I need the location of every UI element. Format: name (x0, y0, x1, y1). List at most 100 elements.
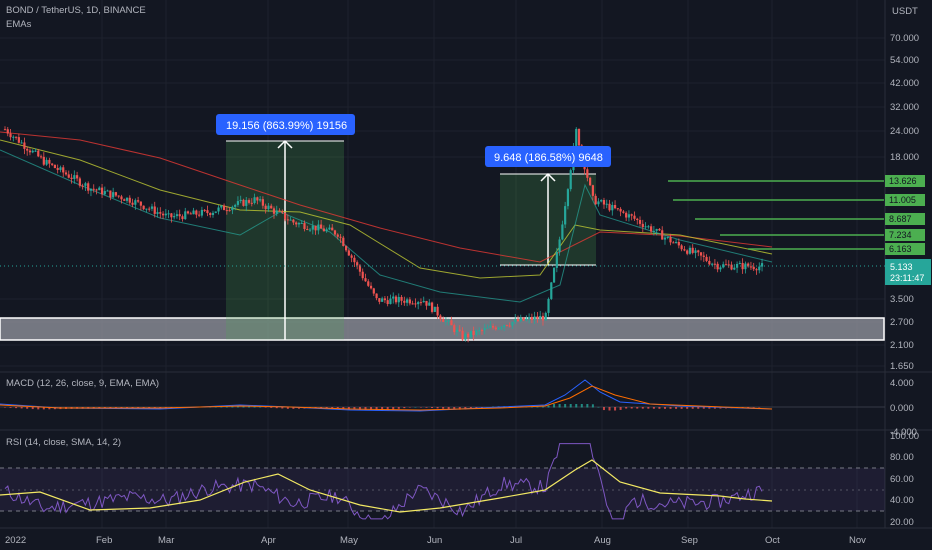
candle-body (70, 177, 73, 180)
candle-body (320, 224, 323, 229)
candle-body (491, 325, 495, 328)
rsi-sma-line (0, 459, 773, 513)
macd-hist-bar (431, 407, 434, 409)
candle-body (20, 142, 23, 144)
candle-body (214, 211, 217, 213)
candle-body (688, 247, 692, 254)
macd-hist-bar (220, 406, 223, 408)
candle-body (575, 128, 578, 146)
candle-body (178, 214, 181, 217)
macd-hist-bar (625, 407, 628, 409)
candle-body (577, 128, 581, 146)
candle-body (189, 213, 192, 215)
candle-body (503, 325, 506, 328)
macd-hist-bar (292, 407, 295, 409)
candle-body (95, 189, 98, 191)
level-tags[interactable]: 13.626 11.005 8.687 7.234 6.163 (885, 175, 925, 255)
candle-body (722, 264, 725, 268)
candle-body (713, 263, 716, 265)
price-tick: 24.000 (890, 126, 919, 137)
macd-hist-bar (9, 407, 12, 408)
candle-body (14, 136, 18, 138)
candle-body (164, 213, 167, 216)
candle-body (64, 172, 68, 175)
candle-body (677, 241, 680, 246)
candle-body (281, 211, 284, 213)
candle-body (747, 263, 750, 267)
rsi-indicator-label[interactable]: RSI (14, close, SMA, 14, 2) (6, 437, 122, 448)
candle-body (200, 209, 203, 216)
candle-body (613, 205, 617, 209)
macd-hist-bar (286, 407, 289, 409)
candle-body (375, 293, 378, 299)
candle-body (98, 187, 101, 191)
candle-body (250, 202, 253, 204)
time-tick: Apr (261, 535, 276, 546)
candle-body (608, 203, 611, 211)
candle-body (400, 296, 403, 301)
time-tick: Feb (96, 535, 112, 546)
macd-hist-bar (675, 407, 678, 409)
candle-body (514, 318, 517, 322)
macd-hist-bar (392, 407, 395, 410)
rsi-line (4, 443, 763, 520)
macd-hist-bar (403, 407, 406, 409)
candle-body (261, 199, 264, 206)
ema-100-line (0, 139, 773, 279)
macd-hist-bar (270, 407, 273, 408)
candle-body (381, 298, 384, 302)
symbol-title[interactable]: BOND / TetherUS, 1D, BINANCE (6, 5, 146, 16)
candle-body (26, 148, 29, 151)
price-tick: 1.650 (890, 361, 914, 372)
candle-body (84, 183, 87, 186)
candle-body (198, 214, 201, 216)
candle-body (558, 239, 561, 253)
price-tick: 18.000 (890, 152, 919, 163)
ema-indicator-label[interactable]: EMAs (6, 19, 32, 30)
candle-body (6, 129, 9, 134)
candle-body (145, 208, 148, 210)
macd-hist-bar (708, 407, 711, 409)
macd-indicator-label[interactable]: MACD (12, 26, close, 9, EMA, EMA) (6, 378, 160, 389)
candle-body (442, 318, 445, 322)
candle-body (541, 315, 545, 321)
candle-body (760, 263, 764, 267)
candle-body (464, 333, 467, 340)
candle-body (661, 230, 664, 240)
candle-body (547, 298, 550, 313)
macd-hist-bar (686, 407, 689, 409)
candle-body (519, 317, 522, 322)
candle-body (724, 264, 728, 266)
macd-hist-bar (370, 407, 373, 411)
candle-body (397, 296, 400, 303)
candle-body (497, 327, 500, 330)
macd-hist-bar (253, 406, 256, 408)
price-tick: 32.000 (890, 102, 919, 113)
candle-body (109, 190, 112, 198)
candle-body (417, 302, 420, 305)
macd-tick: -4.000 (890, 427, 917, 438)
level-tag-box (885, 229, 925, 241)
candle-body (630, 214, 633, 216)
candle-body (28, 150, 32, 153)
candle-body (292, 219, 295, 223)
candle-body (37, 150, 40, 157)
macd-hist-bar (4, 407, 6, 408)
macd-hist-bar (386, 407, 389, 411)
rsi-tick: 100.00 (890, 431, 919, 442)
price-tick: 2.100 (890, 340, 914, 351)
candle-body (153, 206, 156, 214)
candle-body (112, 192, 115, 198)
macd-hist-bar (691, 407, 694, 409)
price-tick: 42.000 (890, 78, 919, 89)
candle-body (658, 228, 661, 231)
support-zone-box[interactable] (0, 317, 885, 341)
candle-body (600, 200, 603, 202)
candle-body (62, 167, 65, 173)
macd-hist-bar (375, 407, 378, 411)
candle-body (408, 299, 411, 304)
candle-body (422, 300, 425, 303)
candle-body (220, 205, 223, 208)
macd-hist-bar (425, 407, 428, 408)
